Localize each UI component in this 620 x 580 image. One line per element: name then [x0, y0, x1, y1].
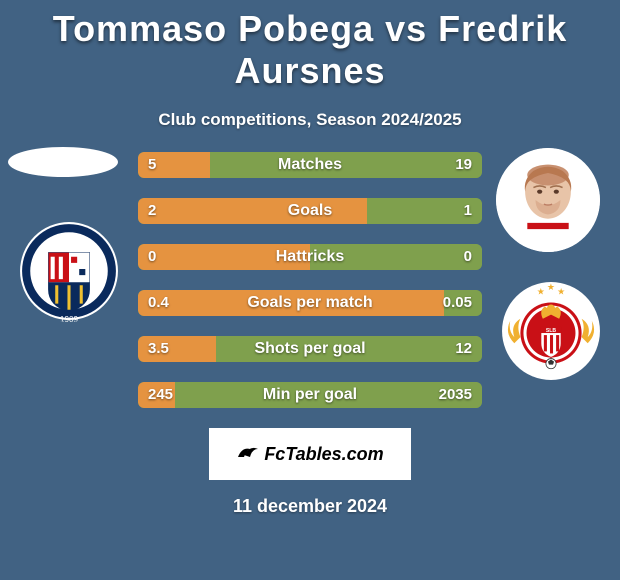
player-face-placeholder — [496, 148, 600, 252]
stat-row: 0.40.05Goals per match — [138, 290, 482, 316]
benfica-badge-svg: SLB ★ ★ ★ — [500, 280, 602, 382]
badge-abbr: BFC — [56, 233, 81, 247]
stat-row: 2452035Min per goal — [138, 382, 482, 408]
right-player-avatar — [496, 148, 600, 252]
stat-label: Hattricks — [138, 244, 482, 270]
stat-label: Matches — [138, 152, 482, 178]
badge-year: 1909 — [60, 315, 79, 322]
credit-box: FcTables.com — [209, 428, 411, 480]
page-subtitle: Club competitions, Season 2024/2025 — [0, 110, 620, 130]
stat-label: Goals per match — [138, 290, 482, 316]
right-club-badge: SLB ★ ★ ★ — [500, 280, 602, 382]
date-text: 11 december 2024 — [0, 496, 620, 517]
stat-row: 00Hattricks — [138, 244, 482, 270]
stat-row: 519Matches — [138, 152, 482, 178]
avatar-circle — [496, 148, 600, 252]
stat-label: Min per goal — [138, 382, 482, 408]
stat-label: Shots per goal — [138, 336, 482, 362]
left-player-avatar — [8, 147, 118, 177]
page-title: Tommaso Pobega vs Fredrik Aursnes — [0, 0, 620, 92]
svg-text:★: ★ — [547, 282, 555, 292]
benfica-badge: SLB ★ ★ ★ — [500, 280, 602, 382]
comparison-body: BFC 1909 — [0, 152, 620, 408]
bologna-badge: BFC 1909 — [18, 220, 120, 322]
stat-row: 21Goals — [138, 198, 482, 224]
svg-text:★: ★ — [557, 286, 565, 296]
stat-row: 3.512Shots per goal — [138, 336, 482, 362]
credit-logo-icon — [236, 443, 260, 466]
avatar-placeholder — [8, 147, 118, 177]
svg-text:SLB: SLB — [546, 328, 557, 334]
credit-text: FcTables.com — [264, 444, 383, 465]
left-club-badge: BFC 1909 — [18, 220, 120, 322]
stats-bars: 519Matches 21Goals 00Hattricks 0.40.05Goals… — [138, 152, 482, 408]
bologna-badge-svg: BFC 1909 — [18, 220, 120, 322]
stat-label: Goals — [138, 198, 482, 224]
svg-text:★: ★ — [537, 286, 545, 296]
